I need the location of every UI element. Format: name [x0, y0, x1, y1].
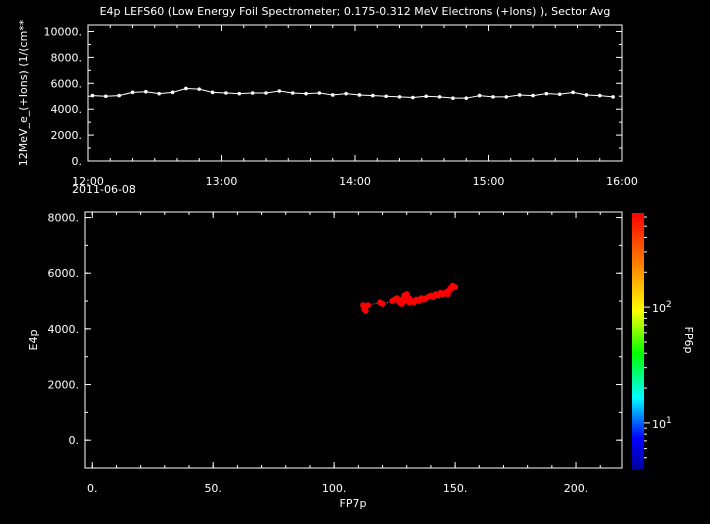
scatter-point [365, 302, 372, 309]
y-tick-label: 4000. [48, 323, 80, 336]
data-point [197, 87, 202, 91]
colorbar-tick-label: 101 [652, 416, 672, 431]
y-tick-label: 8000. [48, 212, 80, 225]
data-point [90, 93, 95, 98]
x-tick-label: 150. [443, 482, 468, 495]
x-tick-label: 16:00 [606, 175, 638, 188]
plot-frame [84, 211, 623, 469]
colorbar-tick-label: 102 [652, 300, 672, 315]
x-tick-label: 50. [204, 482, 222, 495]
data-point [277, 89, 282, 93]
data-point [584, 93, 589, 97]
series-line [92, 87, 614, 99]
data-point [130, 90, 135, 95]
y-axis-label: E4p [27, 330, 40, 351]
y-tick-label: 6000. [48, 267, 80, 280]
x-tick-label: 0. [87, 482, 98, 495]
y-tick-label: 4000. [51, 103, 83, 116]
data-point [451, 96, 455, 100]
data-point [264, 91, 268, 95]
date-label: 2011-06-08 [72, 183, 136, 196]
data-point [290, 91, 295, 95]
data-point [437, 95, 442, 99]
scatter-points-group [360, 282, 459, 314]
x-axis-label: FP7p [340, 497, 367, 510]
y-tick-label: 2000. [48, 379, 80, 392]
data-point [504, 95, 509, 99]
data-point [184, 86, 188, 91]
data-point [371, 93, 375, 98]
data-point [477, 93, 482, 98]
data-point [330, 93, 335, 97]
data-point [611, 95, 615, 99]
data-point [397, 95, 402, 99]
chart-title: E4p LEFS60 (Low Energy Foil Spectrometer… [100, 5, 611, 18]
x-tick-label: 15:00 [473, 175, 505, 188]
data-point [424, 94, 429, 99]
y-tick-label: 8000. [51, 51, 83, 64]
x-tick-label: 12:00 [72, 175, 104, 188]
x-tick-label: 14:00 [339, 175, 371, 188]
data-point [544, 91, 549, 96]
data-point [531, 93, 535, 98]
data-point [104, 94, 108, 99]
data-point [411, 95, 415, 100]
data-point [571, 90, 575, 95]
series-line-group [90, 86, 615, 100]
x-tick-label: 100. [322, 482, 347, 495]
data-point [170, 90, 175, 95]
data-point [517, 93, 522, 97]
y-tick-label: 2000. [51, 129, 83, 142]
data-point [210, 90, 215, 95]
y-tick-label: 0. [72, 155, 83, 168]
data-point [117, 93, 121, 98]
axis-ticks: 12:00 13:00 14:00 15:00 16:00 0. 2000. 4000. 600… [44, 25, 638, 188]
data-point [237, 91, 242, 96]
data-point [144, 89, 148, 94]
colorbar-label: FP6p [682, 327, 695, 354]
data-point [557, 92, 562, 97]
trajectory-line [362, 285, 456, 312]
data-point [157, 91, 161, 96]
data-point [304, 91, 308, 96]
data-point [464, 96, 469, 100]
colorbar [632, 213, 644, 469]
data-point [250, 91, 255, 95]
data-point [317, 91, 322, 95]
colorbar-ticks: 101 102 [644, 216, 672, 459]
x-tick-label: 200. [564, 482, 589, 495]
data-point [357, 93, 362, 97]
data-point [384, 94, 388, 99]
y-tick-label: 0. [69, 434, 80, 447]
y-axis-label: 12MeV_e_(+Ions) (1/(cm** [17, 19, 30, 166]
y-tick-label: 10000. [44, 25, 83, 38]
scatter-point [452, 284, 459, 291]
time-series-chart: E4p LEFS60 (Low Energy Foil Spectrometer… [17, 5, 638, 196]
data-point [344, 91, 348, 96]
scatter-point [379, 300, 386, 307]
x-tick-label: 13:00 [206, 175, 238, 188]
data-point [491, 95, 495, 99]
data-point [597, 93, 602, 98]
scatter-point [362, 307, 369, 314]
data-point [224, 91, 228, 95]
y-tick-label: 6000. [51, 77, 83, 90]
axis-ticks: 0. 50. 100. 150. 200. 0. 2000. 4000. 6000. 8000. [48, 212, 622, 495]
